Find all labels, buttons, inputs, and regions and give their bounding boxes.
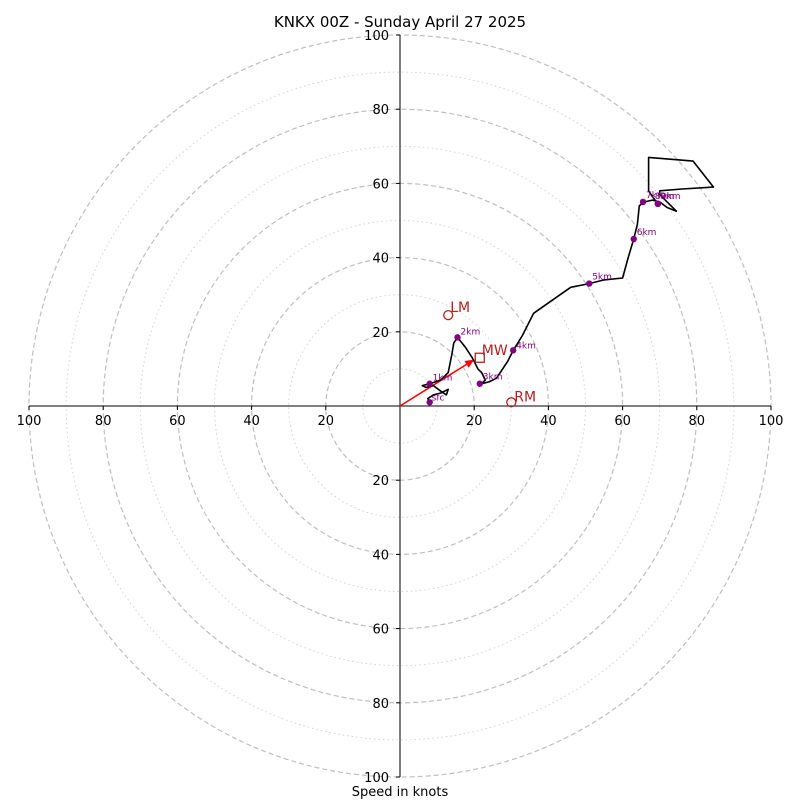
- shear-vector-line: [399, 358, 475, 407]
- tick-label-top-60: 60: [372, 177, 389, 192]
- left-mover-label: LM: [450, 300, 470, 316]
- height-label-7km: 7km: [646, 191, 666, 201]
- height-point-5km: [586, 280, 593, 287]
- tick-label-left-100: 100: [17, 414, 42, 429]
- shear-vector-arrowhead: [464, 359, 475, 368]
- height-label-9km: 9km: [661, 192, 681, 202]
- tick-label-top-20: 20: [372, 326, 389, 341]
- height-point-7km: [639, 198, 647, 206]
- tick-label-bottom-20: 20: [372, 474, 389, 489]
- height-label-1km: 1km: [433, 374, 453, 384]
- left-mover-marker: [443, 309, 454, 321]
- height-label-8km: 8km: [655, 192, 675, 202]
- storm-motion-marker-group: LM MW RM: [443, 300, 536, 408]
- height-point-2km: [454, 334, 461, 341]
- tick-label-bottom-60: 60: [372, 623, 389, 638]
- height-label-sfc: sfc: [432, 393, 445, 403]
- height-label-2km: 2km: [461, 327, 481, 337]
- height-point-sfc: [426, 399, 433, 406]
- height-point-6km: [630, 235, 637, 243]
- tick-label-group: 20 40 60 80 100 100 80 60 40 20 20 40 60 80 100 20 40 60 8…: [17, 29, 784, 786]
- height-point-4km: [509, 347, 517, 354]
- tick-label-left-20: 20: [318, 414, 335, 429]
- height-label-3km: 3km: [483, 373, 503, 383]
- mean-wind-marker: [474, 352, 485, 363]
- tick-label-top-100: 100: [364, 29, 389, 44]
- hodograph-trace-group: [421, 156, 715, 403]
- tick-label-bottom-80: 80: [372, 697, 389, 712]
- right-mover-label: RM: [514, 389, 536, 405]
- hodograph-trace-line: [421, 156, 715, 403]
- tick-label-right-20: 20: [466, 414, 483, 429]
- tick-label-bottom-100: 100: [364, 771, 389, 786]
- height-label-4km: 4km: [516, 341, 536, 351]
- mean-wind-label: MW: [482, 343, 508, 359]
- tick-label-top-80: 80: [372, 103, 389, 118]
- tick-label-right-40: 40: [540, 414, 557, 429]
- height-label-5km: 5km: [592, 273, 612, 283]
- x-axis-label: Speed in knots: [352, 785, 449, 800]
- tick-label-left-40: 40: [243, 414, 260, 429]
- tick-label-right-60: 60: [614, 414, 631, 429]
- tick-label-left-80: 80: [95, 414, 112, 429]
- shear-vector-group: [399, 358, 475, 407]
- tick-label-bottom-40: 40: [372, 548, 389, 563]
- tick-label-right-100: 100: [759, 414, 784, 429]
- chart-title: KNKX 00Z - Sunday April 27 2025: [274, 13, 526, 31]
- tick-label-right-80: 80: [689, 414, 706, 429]
- height-label-6km: 6km: [637, 228, 657, 238]
- height-point-1km: [426, 380, 433, 387]
- tick-label-left-60: 60: [169, 414, 186, 429]
- height-point-9km: [654, 200, 662, 208]
- height-point-3km: [476, 380, 483, 387]
- right-mover-marker: [506, 397, 517, 408]
- tick-label-top-40: 40: [372, 252, 389, 267]
